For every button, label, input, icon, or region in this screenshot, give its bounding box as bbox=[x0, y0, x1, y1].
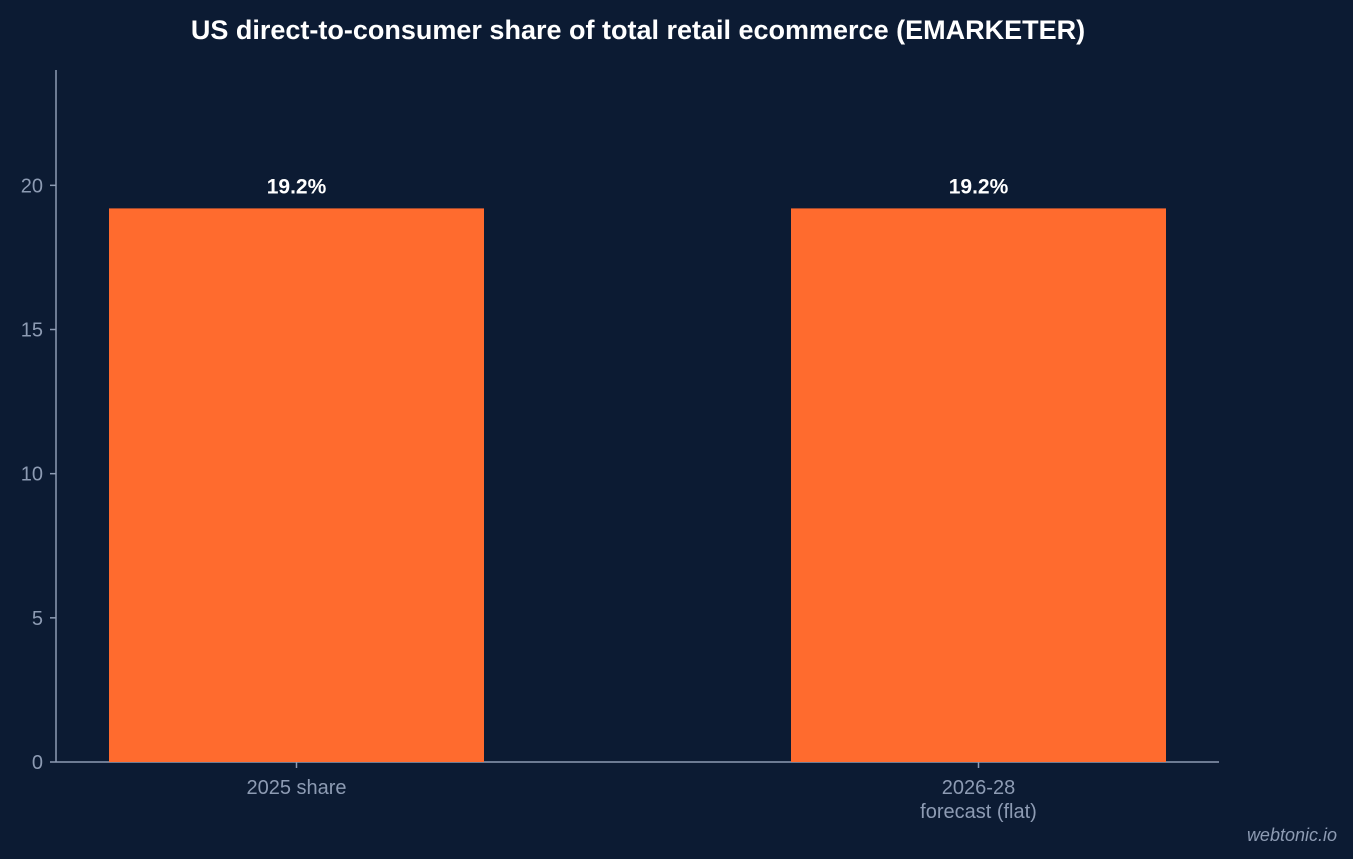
y-tick-label: 20 bbox=[21, 175, 43, 197]
bar-value-label: 19.2% bbox=[949, 175, 1009, 198]
y-axis: 0 5 10 15 20 bbox=[21, 70, 57, 774]
chart-title: US direct-to-consumer share of total ret… bbox=[191, 15, 1085, 45]
bars bbox=[109, 208, 1166, 762]
y-tick-label: 10 bbox=[21, 464, 43, 486]
y-tick-label: 5 bbox=[32, 608, 43, 630]
bar-1 bbox=[791, 208, 1166, 762]
y-tick-label: 15 bbox=[21, 320, 43, 342]
y-tick-label: 0 bbox=[32, 752, 43, 774]
x-tick-label: 2026-28 bbox=[942, 777, 1015, 799]
x-tick-label: forecast (flat) bbox=[920, 801, 1037, 823]
watermark-text: webtonic.io bbox=[1247, 825, 1337, 845]
data-labels: 19.2% 19.2% bbox=[267, 175, 1009, 198]
x-tick-label: 2025 share bbox=[246, 777, 346, 799]
bar-value-label: 19.2% bbox=[267, 175, 327, 198]
bar-0 bbox=[109, 208, 484, 762]
